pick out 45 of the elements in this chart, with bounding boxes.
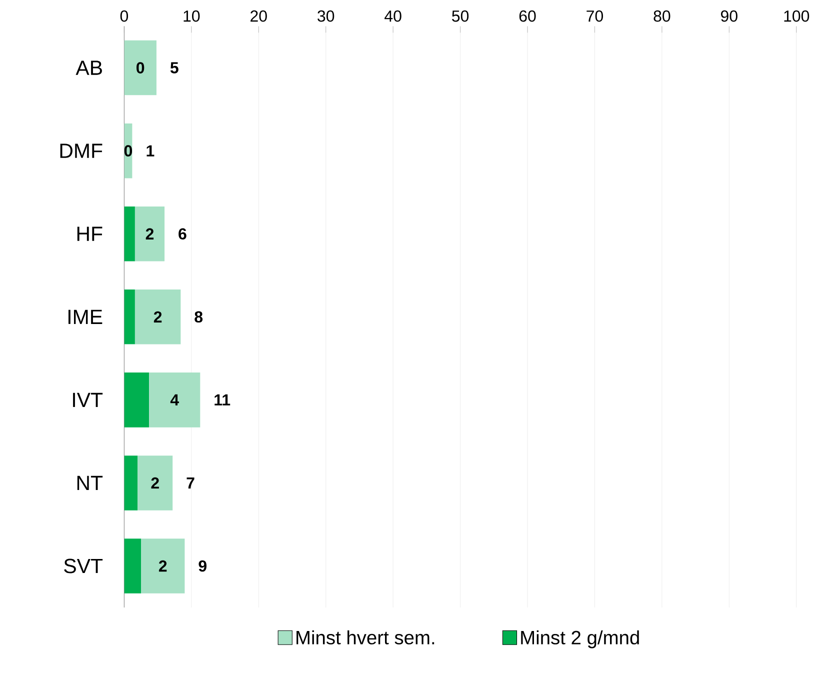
- data-label: 2: [154, 311, 162, 322]
- total-label: 5: [170, 62, 178, 74]
- bar: [124, 372, 150, 428]
- x-tick-label: 40: [384, 10, 402, 22]
- bar: [149, 372, 200, 428]
- x-tick-label: 20: [250, 10, 267, 22]
- total-label: 7: [186, 477, 194, 488]
- bar: [134, 206, 165, 262]
- x-tick-label: 70: [586, 10, 603, 22]
- bar: [141, 538, 185, 594]
- data-label: 0: [136, 62, 144, 74]
- x-tick-label: 30: [318, 10, 334, 22]
- bar: [124, 455, 138, 510]
- legend-label: Minst hvert sem.: [296, 630, 434, 644]
- y-tick-label: NT: [77, 476, 103, 490]
- total-label: 1: [146, 145, 154, 156]
- y-tick-label: IVT: [73, 392, 103, 407]
- y-tick-label: DMF: [60, 144, 102, 158]
- x-tick-label: 0: [120, 10, 128, 22]
- y-tick-label: HF: [77, 226, 102, 241]
- bar: [124, 40, 156, 96]
- data-label: 4: [170, 394, 179, 406]
- bar: [124, 538, 142, 594]
- total-label: 11: [214, 394, 230, 406]
- x-tick-label: 90: [721, 10, 738, 22]
- x-tick-label: 100: [784, 10, 810, 22]
- total-label: 8: [194, 311, 203, 322]
- y-tick-label: SVT: [64, 558, 103, 574]
- bar: [134, 289, 181, 344]
- data-label: 0: [124, 145, 132, 156]
- x-tick-label: 60: [519, 10, 536, 22]
- total-label: 6: [178, 228, 186, 240]
- y-tick-label: IME: [68, 310, 102, 324]
- x-tick-label: 50: [452, 10, 469, 22]
- data-label: 2: [151, 477, 159, 488]
- legend-label: Minst 2 g/mnd: [521, 630, 639, 648]
- data-label: 2: [146, 228, 154, 240]
- total-label: 9: [198, 560, 206, 572]
- data-label: 2: [158, 560, 167, 572]
- x-tick-label: 10: [184, 10, 200, 22]
- bar: [124, 289, 135, 344]
- bar: [124, 206, 135, 262]
- y-tick-label: AB: [76, 60, 102, 75]
- x-tick-label: 80: [654, 10, 670, 22]
- bar: [138, 455, 173, 510]
